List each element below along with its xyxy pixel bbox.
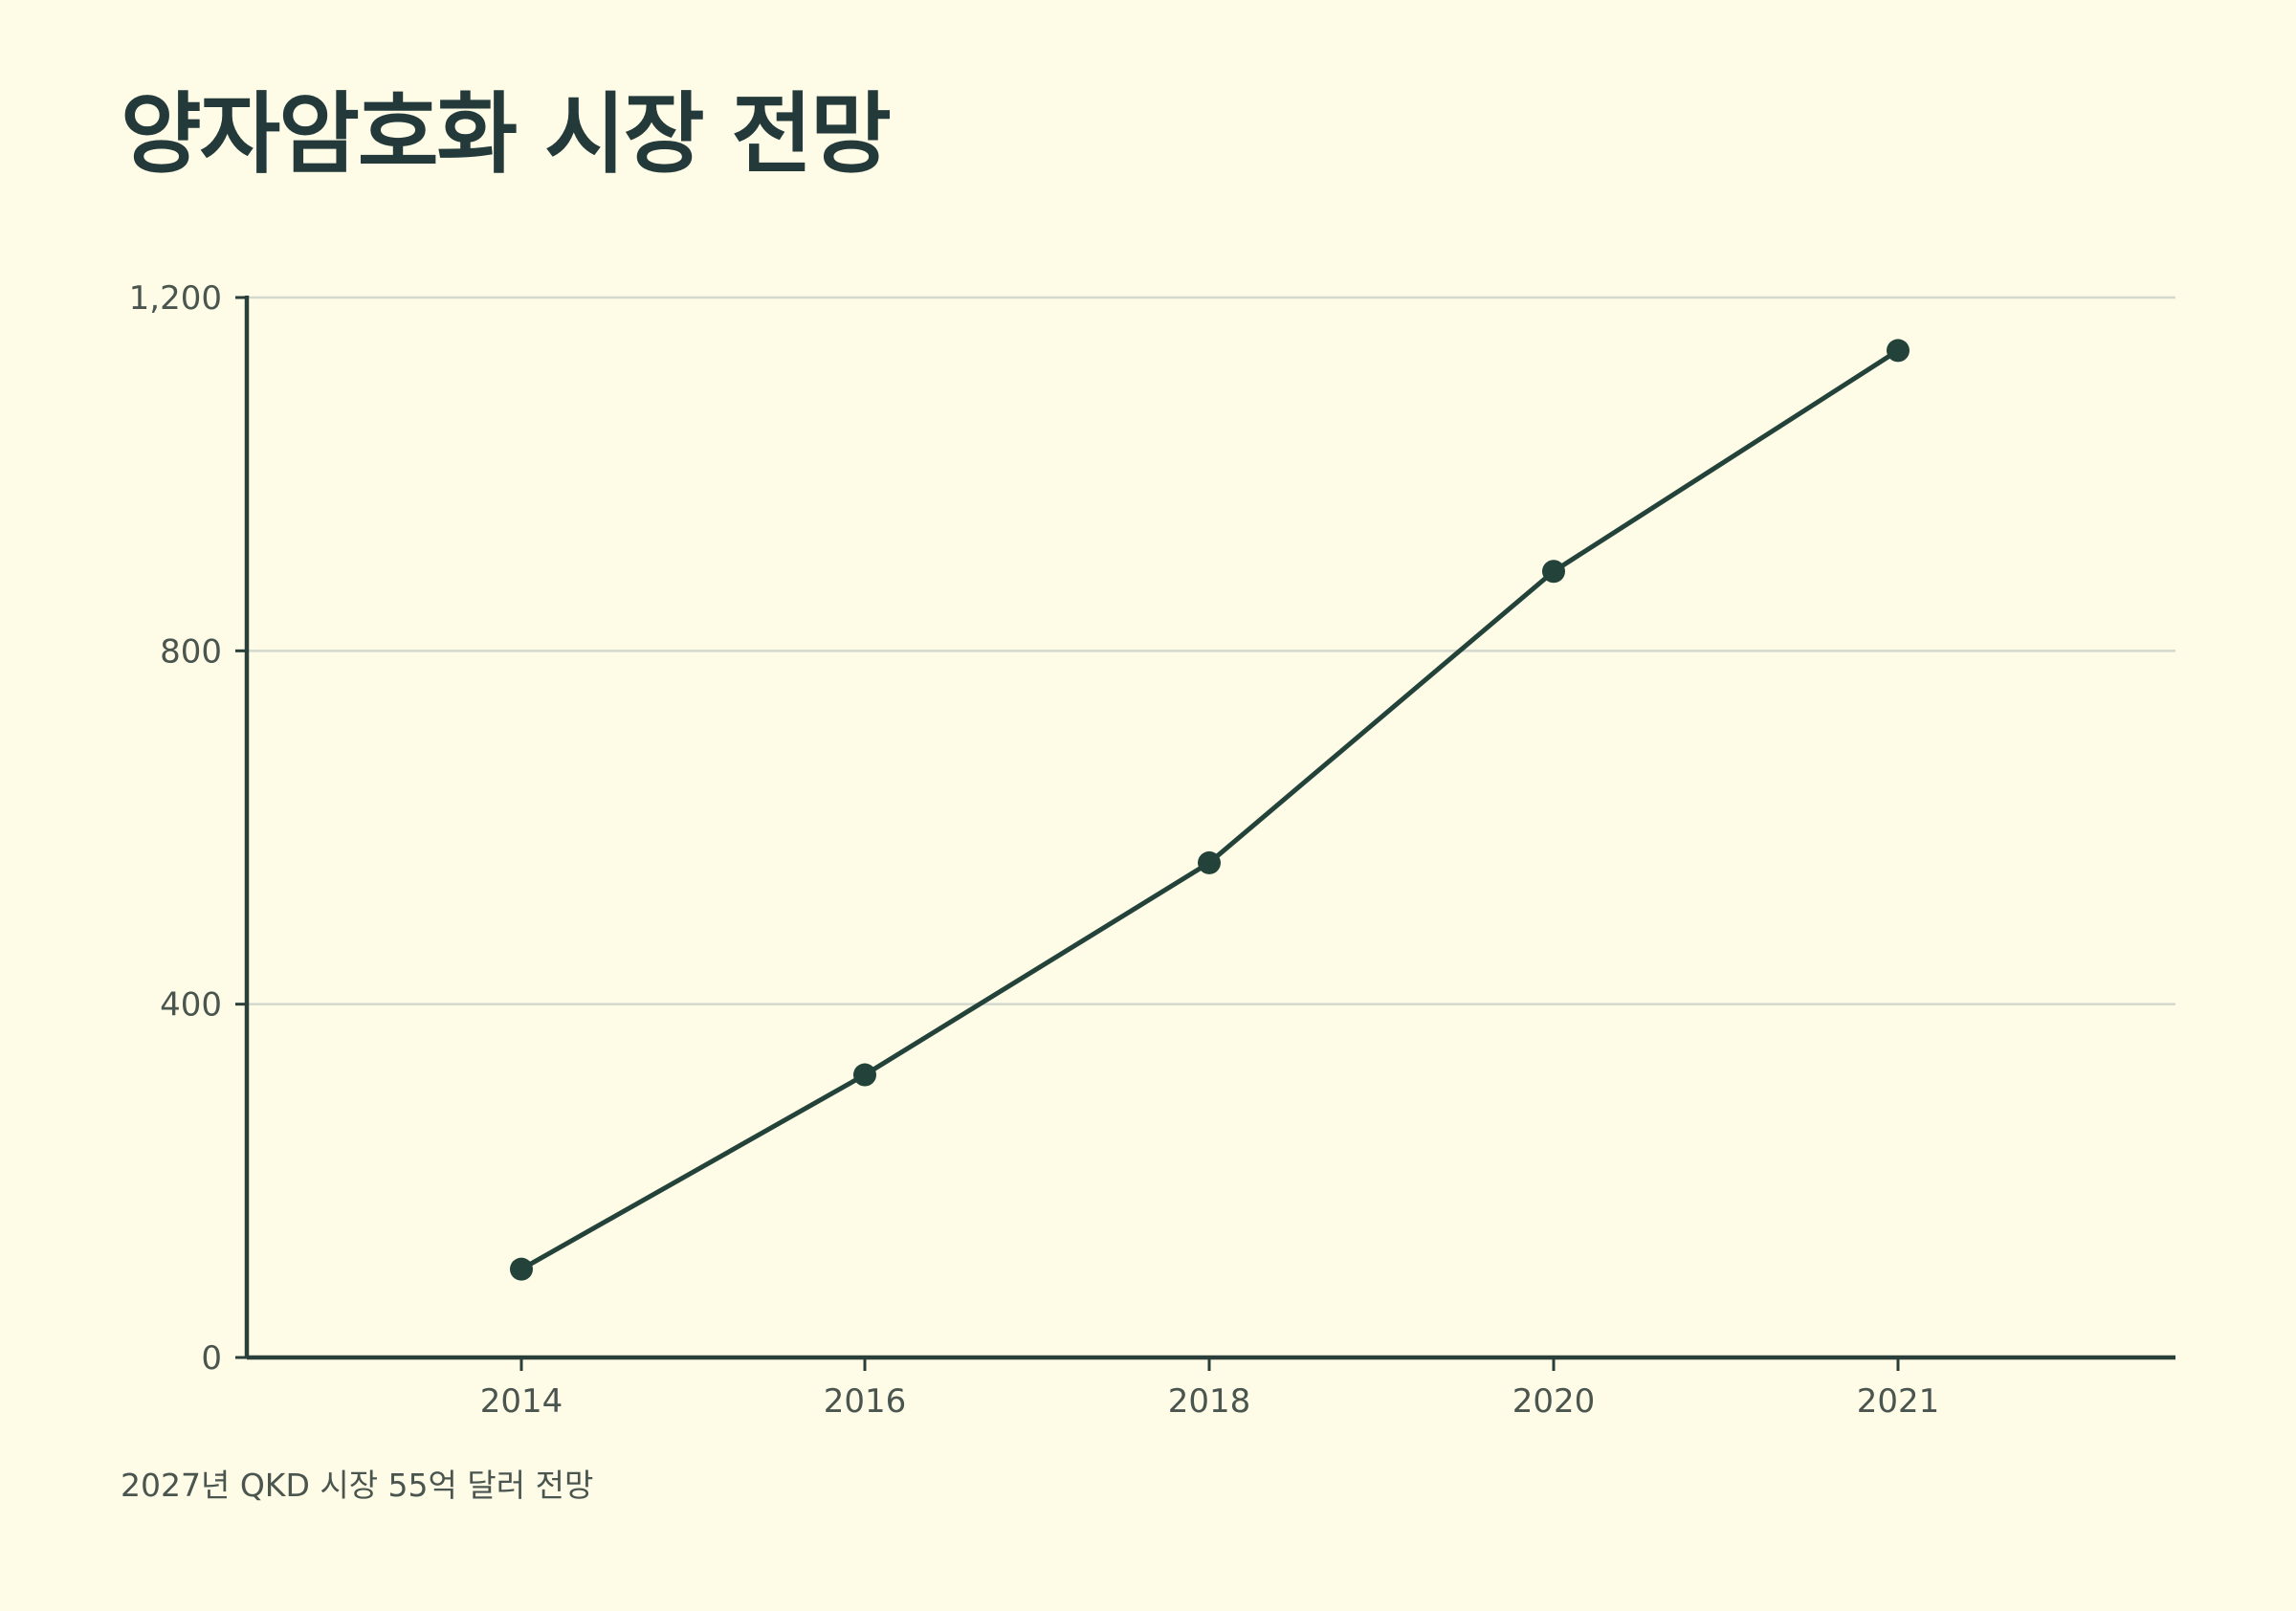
x-tick-label: 2021 (1857, 1382, 1940, 1421)
data-point-2014 (510, 1257, 533, 1281)
x-tick-label: 2020 (1512, 1382, 1596, 1421)
y-tick-label: 800 (160, 632, 222, 671)
series-line-0 (519, 347, 1901, 1272)
gridlines (247, 296, 2175, 1005)
data-point-2021 (1887, 339, 1910, 363)
y-tick-label: 400 (160, 986, 222, 1025)
chart-annotation: 2027년 QKD 시장 55억 달러 전망 (121, 1467, 594, 1504)
data-point-2016 (853, 1063, 876, 1087)
y-tick-label: 0 (201, 1339, 222, 1378)
x-tick-label: 2014 (480, 1382, 563, 1421)
data-point-2018 (1198, 850, 1221, 874)
chart-title: 양자암호화 시장 전망 (121, 83, 892, 186)
x-tick-label: 2016 (824, 1382, 907, 1421)
x-tick-label: 2018 (1168, 1382, 1251, 1421)
x-tick-labels: 2014 2016 2018 2020 2021 (480, 1382, 1940, 1421)
y-tick-label: 1,200 (129, 279, 222, 318)
y-tick-labels: 0 400 800 1,200 (129, 279, 222, 1378)
data-series (510, 339, 1910, 1281)
axes (235, 296, 2175, 1371)
data-point-2020 (1542, 560, 1565, 584)
